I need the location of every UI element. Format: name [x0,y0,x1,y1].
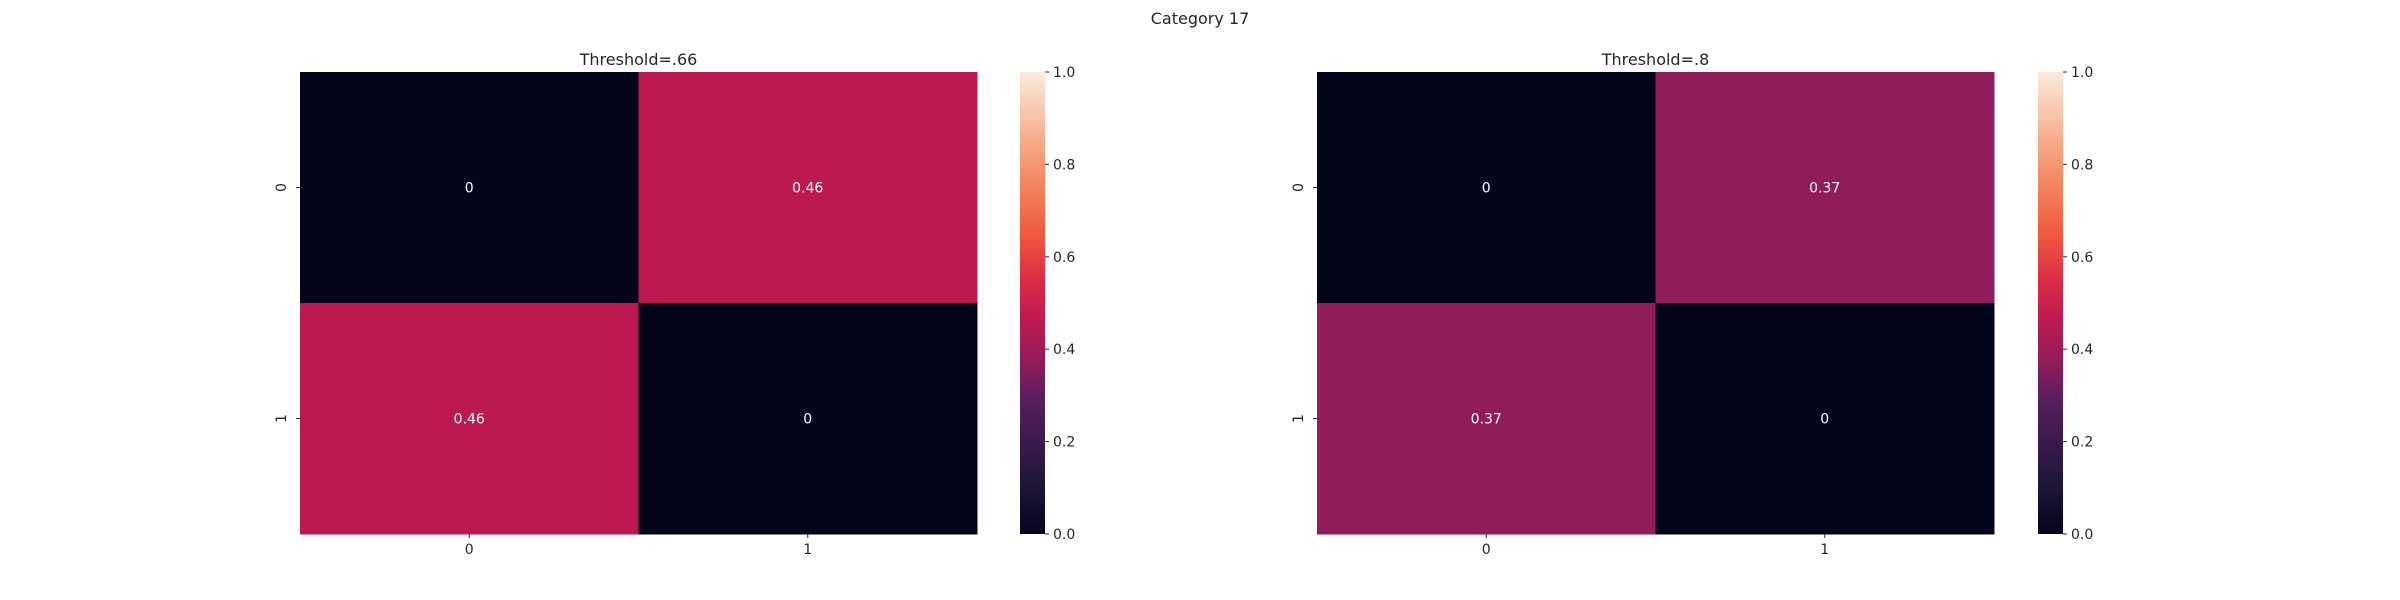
y-tick-label: 1 [1291,414,1307,423]
x-tick-label: 1 [803,542,812,558]
heatmap-cell [300,303,639,535]
colorbar-tick-label: 0.4 [2071,342,2093,358]
cell-label: 0 [1482,181,1491,197]
heatmap-cell [1317,72,1656,304]
heatmap-cell [300,72,639,304]
colorbar-tick-label: 0.2 [1053,435,1075,451]
cell-label: 0 [1820,412,1829,428]
colorbar-tick-label: 0.8 [2071,157,2093,173]
colorbar-tick-label: 0.2 [2071,435,2093,451]
x-tick-label: 0 [1482,542,1491,558]
colorbar [2038,72,2063,534]
panel-title: Threshold=.66 [579,50,698,69]
heatmap-panel-1: Threshold=.66 0 0.46 0.46 0 0 1 0 1 0.0 0.2 0.4 0.6 0… [274,50,1075,558]
y-tick-label: 0 [1291,183,1307,192]
colorbar-tick-label: 1.0 [1053,65,1075,81]
colorbar-tick-label: 0.6 [2071,250,2093,266]
cell-label: 0.37 [1809,181,1840,197]
heatmap-cell [638,303,978,535]
colorbar-tick-label: 0.6 [1053,250,1075,266]
figure-title: Category 17 [1151,9,1250,28]
colorbar-tick-label: 1.0 [2071,65,2093,81]
heatmap-panel-2: Threshold=.8 0 0.37 0.37 0 0 1 0 1 0.0 0.2 0.4 0.6 0.… [1291,50,2093,558]
colorbar-tick-label: 0.0 [1053,527,1075,543]
y-tick-label: 0 [274,183,290,192]
colorbar-tick-label: 0.0 [2071,527,2093,543]
cell-label: 0.37 [1471,412,1502,428]
heatmap-cell [638,72,978,304]
panel-title: Threshold=.8 [1601,50,1710,69]
cell-label: 0.46 [454,412,485,428]
y-tick-label: 1 [274,414,290,423]
x-tick-label: 0 [465,542,474,558]
colorbar [1020,72,1045,534]
heatmap-cell [1655,303,1995,535]
x-tick-label: 1 [1820,542,1829,558]
cell-label: 0.46 [792,181,823,197]
heatmap-cell [1655,72,1995,304]
colorbar-tick-label: 0.8 [1053,157,1075,173]
heatmap-cell [1317,303,1656,535]
cell-label: 0 [465,181,474,197]
cell-label: 0 [803,412,812,428]
colorbar-tick-label: 0.4 [1053,342,1075,358]
